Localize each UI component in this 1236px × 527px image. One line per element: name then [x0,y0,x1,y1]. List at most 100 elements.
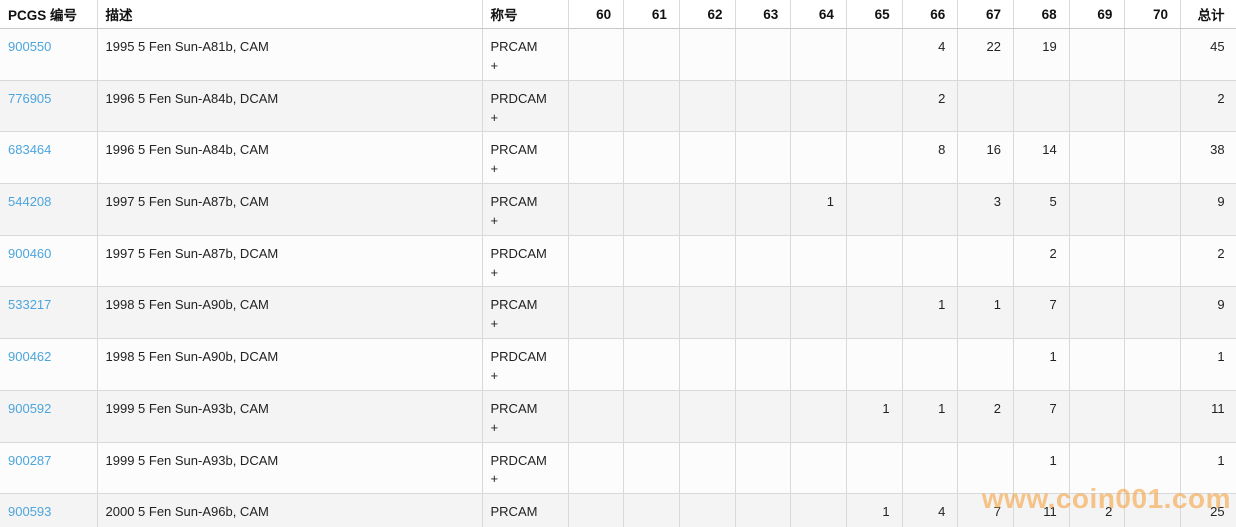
grade-64-cell [790,442,847,495]
grade-67-cell: 7 [957,493,1014,527]
designation-label: PRCAM + [490,194,538,228]
designation-cell: PRDCAM + [481,338,568,391]
grade-65-cell [845,131,903,185]
grade-66-cell: 1 [901,390,958,443]
pcgs-number-cell: 683464 [0,131,97,185]
grade-65-cell [845,235,903,288]
grade-70-cell [1124,390,1181,443]
pcgs-number-cell: 900460 [0,235,97,288]
pcgs-number-cell: 776905 [0,80,97,133]
description-cell: 1996 5 Fen Sun-A84b, CAM [96,131,482,185]
grade-60-cell [567,442,624,495]
column-header-68: 68 [1013,0,1070,29]
column-header-62: 62 [678,0,736,29]
grade-66-cell: 4 [901,28,958,81]
designation-label: PRCAM + [490,400,538,435]
column-header-pcgs: PCGS 编号 [0,0,97,29]
table-row: 533217 1998 5 Fen Sun-A90b, CAM PRCAM +1 1 7… [0,286,1236,340]
designation-label: PRDCAM + [490,452,547,487]
grade-67-cell: 3 [957,183,1014,236]
column-header-67: 67 [957,0,1014,29]
grade-61-cell [623,28,680,81]
grade-65-cell [845,286,903,340]
pcgs-number-link[interactable]: 900550 [8,39,52,54]
grade-64-cell [790,338,847,391]
pcgs-number-link[interactable]: 683464 [8,142,52,158]
table-header-row: PCGS 编号 描述 称号 60 61 62 63 64 65 66 67 68 69 70 总计 [0,0,1236,29]
pcgs-number-link[interactable]: 776905 [8,90,52,106]
grade-70-cell [1124,183,1181,236]
grade-60-cell [567,183,624,236]
grade-69-cell [1068,235,1125,288]
grade-68-cell: 1 [1013,442,1070,495]
grade-65-cell [845,183,903,236]
pcgs-number-cell: 533217 [0,286,97,340]
grade-63-cell [734,235,791,288]
grade-65-cell [845,338,903,391]
pcgs-number-cell: 900287 [0,442,97,495]
grade-68-cell: 7 [1013,286,1070,340]
pcgs-number-cell: 900550 [0,28,97,81]
pcgs-number-link[interactable]: 900592 [8,400,52,416]
pcgs-number-link[interactable]: 900593 [8,504,52,520]
grade-68-cell: 14 [1013,131,1070,185]
grade-70-cell [1124,28,1181,81]
grade-65-cell [845,80,903,133]
grade-63-cell [734,28,791,81]
total-cell: 9 [1180,286,1236,340]
grade-69-cell [1068,390,1125,443]
grade-69-cell [1068,28,1125,81]
pcgs-number-cell: 544208 [0,183,97,236]
column-header-61: 61 [623,0,680,29]
pcgs-number-link[interactable]: 900462 [8,349,52,365]
designation-cell: PRDCAM + [481,442,568,495]
grade-66-cell: 2 [901,80,958,133]
pcgs-number-link[interactable]: 900287 [8,452,52,468]
pcgs-number-link[interactable]: 533217 [8,297,52,313]
total-cell: 2 [1180,235,1236,288]
grade-70-cell [1124,235,1181,288]
grade-69-cell [1068,80,1125,133]
total-cell: 1 [1180,442,1236,495]
column-header-description: 描述 [96,0,482,29]
table-row: 900460 1997 5 Fen Sun-A87b, DCAM PRDCAM + 2… [0,235,1236,288]
description-cell: 1997 5 Fen Sun-A87b, DCAM [96,235,482,288]
designation-cell: PRCAM + [481,183,568,236]
grade-64-cell [790,28,847,81]
grade-61-cell [623,80,680,133]
grade-62-cell [678,28,736,81]
description-cell: 1997 5 Fen Sun-A87b, CAM [96,183,482,236]
grade-60-cell [567,235,624,288]
grade-62-cell [678,131,736,185]
table-row: 900592 1999 5 Fen Sun-A93b, CAM PRCAM +1 1 2… [0,390,1236,443]
total-cell: 11 [1180,390,1236,443]
grade-65-cell: 1 [845,493,903,527]
grade-68-cell: 7 [1013,390,1070,443]
grade-62-cell [678,493,736,527]
total-cell: 45 [1180,28,1236,81]
grade-63-cell [734,80,791,133]
total-cell: 1 [1180,338,1236,391]
designation-cell: PRDCAM + [481,235,568,288]
designation-cell: PRCAM + [481,493,568,527]
table-row: 900287 1999 5 Fen Sun-A93b, DCAM PRDCAM + 1… [0,442,1236,495]
grade-68-cell: 1 [1013,338,1070,391]
grade-60-cell [567,493,624,527]
column-header-63: 63 [734,0,791,29]
pcgs-number-link[interactable]: 900460 [8,245,52,261]
grade-63-cell [734,442,791,495]
grade-67-cell [957,338,1014,391]
grade-67-cell: 22 [957,28,1014,81]
grade-64-cell [790,131,847,185]
pcgs-number-link[interactable]: 544208 [8,194,52,210]
grade-70-cell [1124,493,1181,527]
designation-cell: PRCAM + [481,286,568,340]
grade-70-cell [1124,286,1181,340]
grade-67-cell: 16 [957,131,1014,185]
grade-63-cell [734,390,791,443]
grade-61-cell [623,131,680,185]
grade-61-cell [623,235,680,288]
table-row: 776905 1996 5 Fen Sun-A84b, DCAM PRDCAM + 2… [0,80,1236,133]
table-row: 544208 1997 5 Fen Sun-A87b, CAM PRCAM + 1 3 5… [0,183,1236,236]
column-header-designation: 称号 [481,0,568,29]
